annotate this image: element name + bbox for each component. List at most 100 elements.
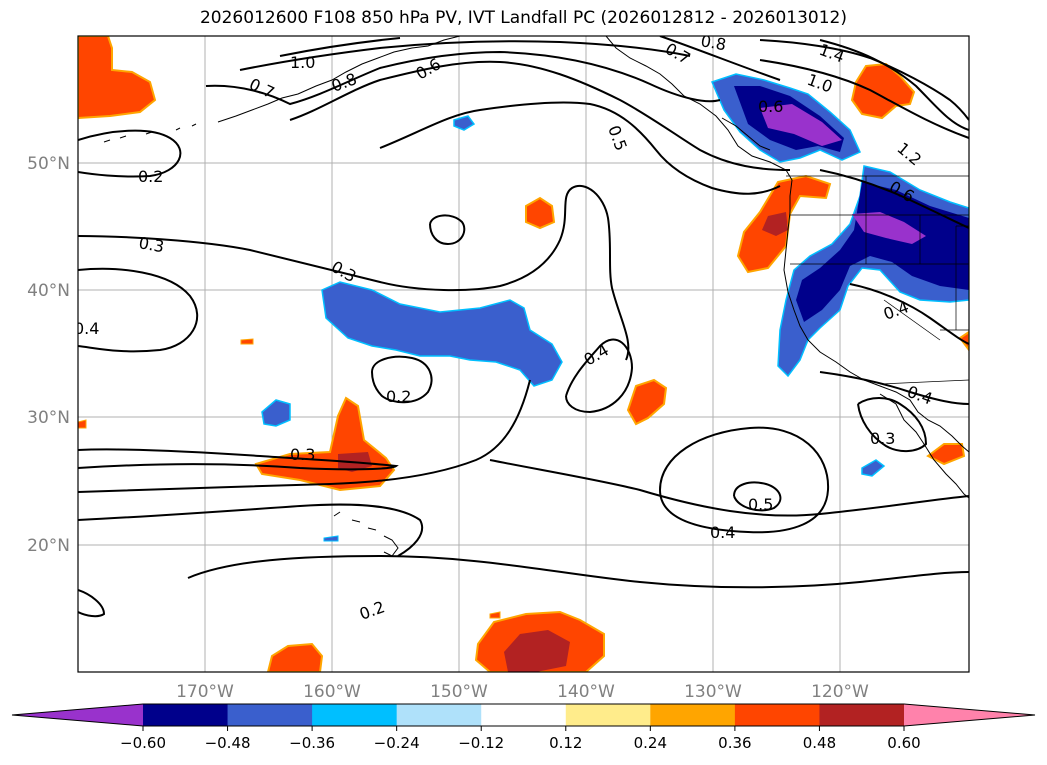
lat-label-40n: 40°N <box>27 281 70 301</box>
contour-south-band <box>78 448 399 471</box>
contour-0.6 <box>289 60 791 171</box>
coast-alaska-peninsula <box>217 36 461 123</box>
lon-label-130w: 130°W <box>684 682 742 702</box>
anomaly-south-west <box>266 642 324 672</box>
contour-label-15: 0.3 <box>328 257 360 286</box>
anomaly-small-3 <box>78 419 87 429</box>
colorbar-segment <box>396 704 482 726</box>
colorbar-tick-label: 0.48 <box>803 734 836 752</box>
colorbar-segment <box>312 704 398 726</box>
contour-0.4-baja <box>819 371 969 405</box>
colorbar-segment <box>143 704 229 726</box>
coast-vancouver-island <box>721 117 771 151</box>
contour-label-14: 0.3 <box>137 233 165 256</box>
anomaly-bc-interior <box>850 62 916 120</box>
anomaly-central-pacific-band <box>321 281 563 387</box>
coast-hawaii <box>333 511 399 557</box>
colorbar-segment <box>650 704 736 726</box>
contour-label-11: 1.2 <box>893 139 925 170</box>
colorbar-tick-label: −0.48 <box>205 734 251 752</box>
contour-1.0-ne <box>759 59 969 139</box>
colorbar-extend-high <box>904 704 1035 726</box>
contour-label-4: 0.6 <box>413 54 445 83</box>
contour-1.2 <box>819 39 969 131</box>
contour-0.4-socal <box>849 283 969 345</box>
contour-0.4-sw <box>78 503 423 557</box>
coast-baja-outline <box>879 393 969 499</box>
pv-contours <box>78 36 969 618</box>
anomaly-small-2 <box>489 611 501 619</box>
contour-label-8: 1.4 <box>817 40 847 67</box>
colorbar-tick-label: 0.24 <box>634 734 667 752</box>
colorbar-extend-low <box>12 704 143 726</box>
anomaly-bc-coast-core <box>760 104 842 146</box>
contour-0.5-nw <box>379 101 781 195</box>
colorbar-segment <box>481 704 567 726</box>
contour-label-25: 0.2 <box>357 597 387 624</box>
lat-label-30n: 30°N <box>27 408 70 428</box>
graticule <box>78 36 969 672</box>
contour-0.5-loop <box>733 481 782 512</box>
lat-label-20n: 20°N <box>27 536 70 556</box>
contour-1.0-north <box>279 37 401 57</box>
anomaly-baja-blob <box>861 459 886 477</box>
lon-label-150w: 150°W <box>430 682 488 702</box>
colorbar-segment <box>227 704 313 726</box>
anomaly-interior-west-mid <box>796 182 969 322</box>
anomaly-small-1 <box>240 338 254 345</box>
anomaly-nw-alaska <box>78 36 157 120</box>
contour-label-9: 1.0 <box>805 70 835 97</box>
contour-label-1: 1.0 <box>290 53 315 72</box>
contour-0.3-band <box>78 185 630 361</box>
contour-0.4-west <box>78 267 199 353</box>
colorbar-segment <box>819 704 905 726</box>
map-title: 2026012600 F108 850 hPa PV, IVT Landfall… <box>199 8 847 28</box>
colorbar-tick-label: −0.12 <box>458 734 504 752</box>
contour-label-10: 0.6 <box>758 97 783 116</box>
contour-0.4-loop-east <box>659 426 830 534</box>
contour-0.4-south <box>78 379 531 493</box>
contour-0.2-loop <box>371 355 433 404</box>
contour-label-21: 0.4 <box>905 382 935 409</box>
anomaly-hawaii-blob <box>323 535 339 542</box>
anomaly-mid-pacific-core <box>504 630 570 672</box>
colorbar-segment <box>565 704 651 726</box>
contour-label-24: 0.4 <box>710 523 735 542</box>
anomaly-interior-west-core <box>852 212 926 244</box>
lon-label-140w: 140°W <box>557 682 615 702</box>
contour-0.4-east <box>489 459 969 517</box>
contour-1.4 <box>759 39 969 121</box>
contour-label-3: 0.8 <box>329 69 359 96</box>
contour-0.2-south <box>78 554 969 618</box>
lon-label-160w: 160°W <box>303 682 361 702</box>
colorbar-tick-label: 0.36 <box>718 734 751 752</box>
contour-label-18: 0.2 <box>386 387 411 406</box>
contour-0.3-gulf <box>429 214 466 246</box>
anomaly-east-pacific-small <box>626 378 668 426</box>
contour-label-13: 0.2 <box>138 167 163 186</box>
contour-0.8 <box>239 40 691 71</box>
contour-label-17: 0.4 <box>581 340 613 369</box>
contour-label-2: 0.7 <box>246 74 277 102</box>
lon-label-120w: 120°W <box>811 682 869 702</box>
contour-label-22: 0.3 <box>870 429 895 448</box>
map-frame <box>77 35 970 673</box>
colorbar-segment <box>734 704 820 726</box>
contour-0.4-sfrancisco <box>565 338 634 414</box>
contour-label-5: 0.5 <box>604 123 631 153</box>
border-us-mexico <box>879 379 969 385</box>
contour-label-7: 0.8 <box>699 31 727 54</box>
negative-anomaly-shading <box>261 73 969 542</box>
anomaly-baja <box>926 443 966 466</box>
anomaly-gulf-small <box>525 196 556 230</box>
contour-label-23: 0.5 <box>748 495 773 514</box>
colorbar-tick-label: 0.60 <box>887 734 920 752</box>
contour-label-6: 0.7 <box>662 39 694 68</box>
colorbar-tick-label: −0.36 <box>289 734 335 752</box>
longitude-labels: 170°W 160°W 150°W 140°W 130°W 120°W <box>176 682 869 702</box>
contour-label-20: 0.3 <box>290 445 315 464</box>
contour-label-16: 0.4 <box>74 319 99 338</box>
colorbar: −0.60 −0.48 −0.36 −0.24 −0.12 0.12 0.24 0.36 0.4… <box>11 703 1036 752</box>
contour-0.3-baja <box>857 397 928 452</box>
